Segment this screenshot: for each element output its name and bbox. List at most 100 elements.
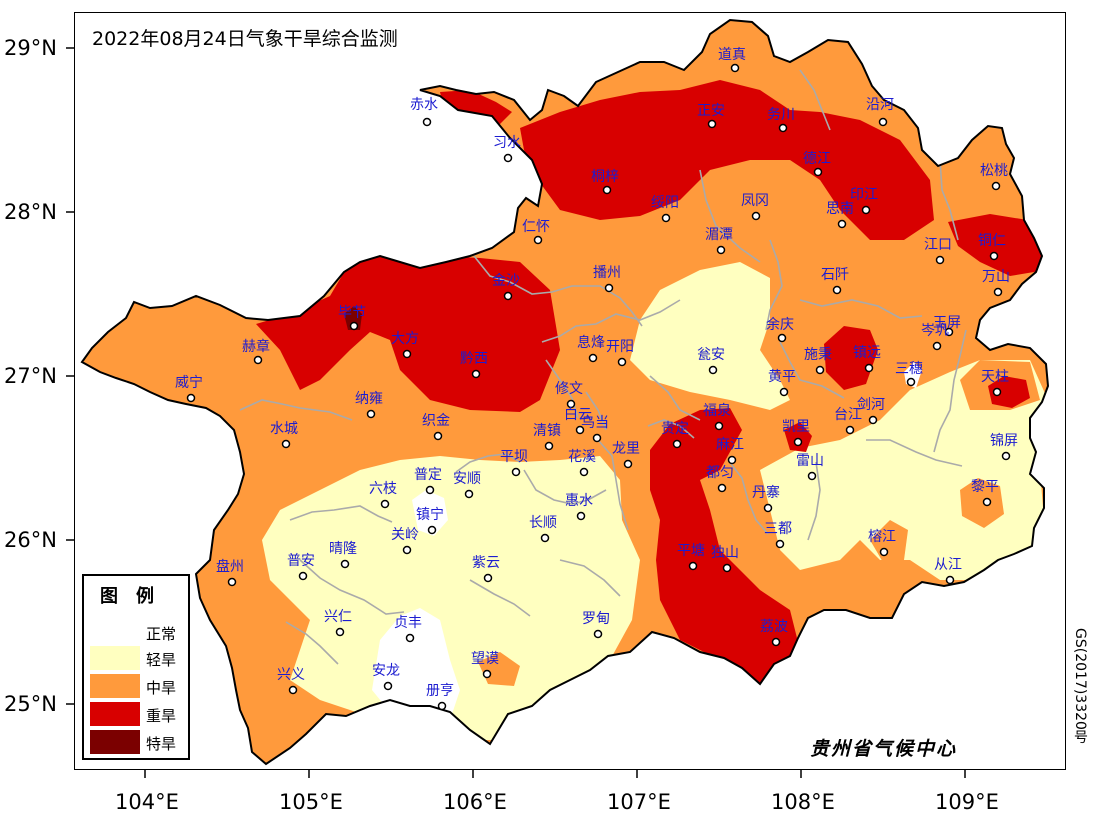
city-label: 晴隆 (329, 541, 357, 557)
city-label: 普安 (287, 553, 315, 569)
city-marker (575, 425, 585, 435)
city-label: 镇远 (853, 345, 881, 361)
y-tick-28N: 28°N (4, 200, 57, 224)
city-label: 都匀 (706, 465, 734, 481)
city-label: 榕江 (868, 529, 896, 545)
city-label: 播州 (593, 265, 621, 281)
city-marker (483, 573, 493, 583)
x-tick-106E: 106°E (443, 790, 507, 814)
city-label: 道真 (718, 47, 746, 63)
city-label: 毕节 (338, 305, 366, 321)
map-approval-number: GS(2017)3320号 (1072, 628, 1088, 744)
city-label: 清镇 (533, 423, 561, 439)
city-marker (602, 185, 612, 195)
city-label: 桐梓 (591, 169, 619, 185)
legend-swatch-moderate (90, 674, 140, 698)
legend: 图例 正常 轻旱 中旱 重旱 特旱 (82, 574, 190, 760)
city-label: 剑河 (857, 397, 885, 413)
city-marker (402, 349, 412, 359)
city-marker (832, 285, 842, 295)
city-marker (771, 637, 781, 647)
city-marker (751, 211, 761, 221)
city-label: 兴仁 (324, 609, 352, 625)
legend-item-extreme: 特旱 (88, 730, 188, 754)
city-label: 贞丰 (394, 615, 422, 631)
city-label: 贵定 (661, 421, 689, 437)
city-marker (592, 433, 602, 443)
city-marker (716, 245, 726, 255)
city-label: 普定 (414, 467, 442, 483)
city-label: 麻江 (716, 437, 744, 453)
city-marker (402, 545, 412, 555)
city-marker (482, 669, 492, 679)
city-label: 龙里 (612, 441, 640, 457)
legend-item-moderate: 中旱 (88, 674, 188, 698)
city-marker (845, 425, 855, 435)
city-label: 雷山 (796, 453, 824, 469)
city-marker (991, 181, 1001, 191)
city-marker (298, 571, 308, 581)
city-label: 织金 (422, 413, 450, 429)
legend-label-light: 轻旱 (146, 651, 177, 669)
city-label: 沿河 (866, 97, 894, 113)
city-marker (503, 153, 513, 163)
city-marker (777, 333, 787, 343)
x-tick-104E: 104°E (115, 790, 179, 814)
city-marker (722, 563, 732, 573)
city-label: 平坝 (500, 449, 528, 465)
city-label: 平塘 (677, 543, 705, 559)
legend-label-extreme: 特旱 (146, 735, 177, 753)
city-label: 三穗 (895, 361, 923, 377)
city-marker (604, 283, 614, 293)
city-label: 玉屏 (933, 315, 961, 331)
city-marker (807, 471, 817, 481)
city-marker (763, 503, 773, 513)
city-label: 安顺 (453, 471, 481, 487)
city-marker (288, 685, 298, 695)
city-label: 仁怀 (522, 219, 550, 235)
city-marker (861, 205, 871, 215)
city-label: 盘州 (216, 559, 244, 575)
city-label: 凯里 (782, 419, 810, 435)
city-marker (837, 219, 847, 229)
city-label: 锦屏 (990, 433, 1018, 449)
city-marker (813, 167, 823, 177)
city-marker (253, 355, 263, 365)
city-label: 开阳 (606, 339, 634, 355)
legend-item-light: 轻旱 (88, 646, 188, 670)
city-label: 绥阳 (651, 195, 679, 211)
city-label: 乌当 (581, 415, 609, 431)
legend-item-normal: 正常 (88, 620, 188, 644)
city-label: 威宁 (175, 375, 203, 391)
city-marker (707, 119, 717, 129)
y-tick-26N: 26°N (4, 528, 57, 552)
city-label: 凤冈 (741, 193, 769, 209)
city-label: 独山 (711, 545, 739, 561)
city-marker (793, 437, 803, 447)
legend-label-moderate: 中旱 (146, 679, 177, 697)
city-marker (623, 459, 633, 469)
city-label: 石阡 (821, 267, 849, 283)
city-label: 六枝 (369, 481, 397, 497)
city-marker (688, 561, 698, 571)
city-marker (982, 497, 992, 507)
city-label: 万山 (982, 269, 1010, 285)
city-label: 天柱 (981, 369, 1009, 385)
city-marker (503, 291, 513, 301)
city-label: 铜仁 (978, 233, 1006, 249)
city-marker (383, 681, 393, 691)
city-marker (437, 701, 447, 711)
city-marker (281, 439, 291, 449)
city-marker (815, 365, 825, 375)
city-marker (366, 409, 376, 419)
city-marker (464, 489, 474, 499)
city-label: 正安 (697, 103, 725, 119)
city-label: 花溪 (568, 449, 596, 465)
city-marker (422, 117, 432, 127)
city-marker (945, 575, 955, 585)
city-label: 息烽 (577, 335, 605, 351)
city-label: 黎平 (971, 479, 999, 495)
x-tick-109E: 109°E (935, 790, 999, 814)
legend-title: 图例 (100, 586, 172, 607)
